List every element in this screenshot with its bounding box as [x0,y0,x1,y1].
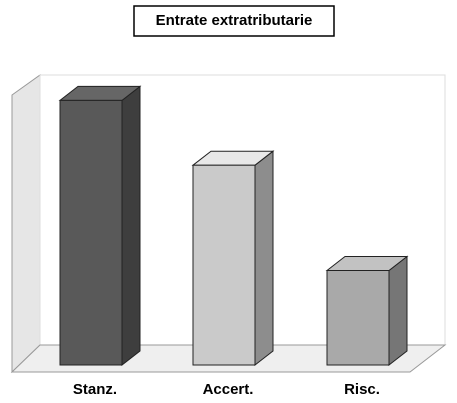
x-tick-label: Stanz. [73,381,117,398]
bar-side [254,150,274,367]
bar [59,99,123,366]
bar-side [121,85,141,367]
x-tick-label: Accert. [203,381,254,398]
bar [192,164,256,366]
title-box [133,5,335,37]
bar-side [388,255,408,367]
x-tick-label: Risc. [344,381,380,398]
chart-title: Entrate extratributarie [156,12,313,29]
bar [326,270,390,366]
side-wall [11,74,41,374]
